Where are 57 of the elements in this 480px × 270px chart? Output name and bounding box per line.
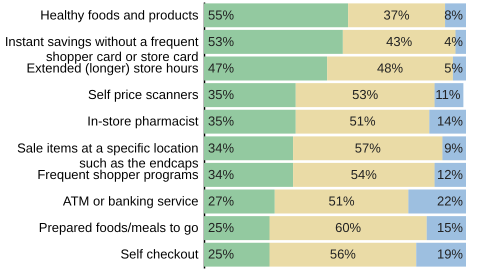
bar [270,216,427,240]
data-label: 53% [208,34,234,49]
data-label: 53% [352,87,379,102]
data-label: 35% [208,114,234,129]
data-label: 60% [335,220,362,236]
data-label: 9% [444,140,464,156]
bar [204,83,296,108]
bar [204,136,294,160]
data-label: 34% [208,166,234,182]
data-label: 12% [436,166,464,182]
bar [204,190,275,214]
y-tick-label: ATM or banking service [62,194,198,208]
data-label: 14% [436,114,464,129]
bar [408,190,466,214]
y-tick-label: Self price scanners [88,87,199,102]
data-label: 47% [208,60,234,76]
data-label: 25% [208,246,234,262]
bar [296,110,430,134]
data-label: 8% [444,7,464,22]
data-label: 35% [208,87,234,102]
data-label: 19% [436,246,464,262]
data-label: 54% [350,166,378,182]
bar [274,190,408,214]
bar [296,83,435,108]
bar [204,56,328,80]
y-tick-label: Self checkout [120,246,199,262]
y-tick-label: Instant savings without a frequent shopper card or store card [4,34,199,64]
data-label: 43% [386,34,413,49]
bar [348,3,446,28]
bar [416,242,466,267]
data-label: 55% [208,7,234,22]
data-label: 57% [354,140,382,156]
bar [204,242,270,267]
data-label: 11% [435,87,461,102]
y-tick-label: Healthy foods and products [40,7,199,22]
data-label: 51% [349,114,376,129]
bar [204,30,343,54]
bar [204,3,348,28]
bar [293,162,435,187]
data-label: 48% [377,60,404,76]
data-label: 56% [330,246,356,262]
data-label: 4% [444,34,464,49]
bar [270,242,416,267]
data-label: 37% [384,7,410,22]
data-label: 22% [436,194,464,208]
data-label: 15% [436,220,464,236]
y-tick-label: In-store pharmacist [87,114,199,129]
data-label: 51% [328,194,355,208]
data-label: 25% [208,220,234,236]
bar [204,162,294,187]
y-tick-label: Prepared foods/meals to go [38,220,198,236]
bar [293,136,442,160]
data-label: 5% [444,60,464,76]
data-label: 34% [208,140,234,156]
bar [204,110,296,134]
bar [204,216,270,240]
data-label: 27% [208,194,234,208]
